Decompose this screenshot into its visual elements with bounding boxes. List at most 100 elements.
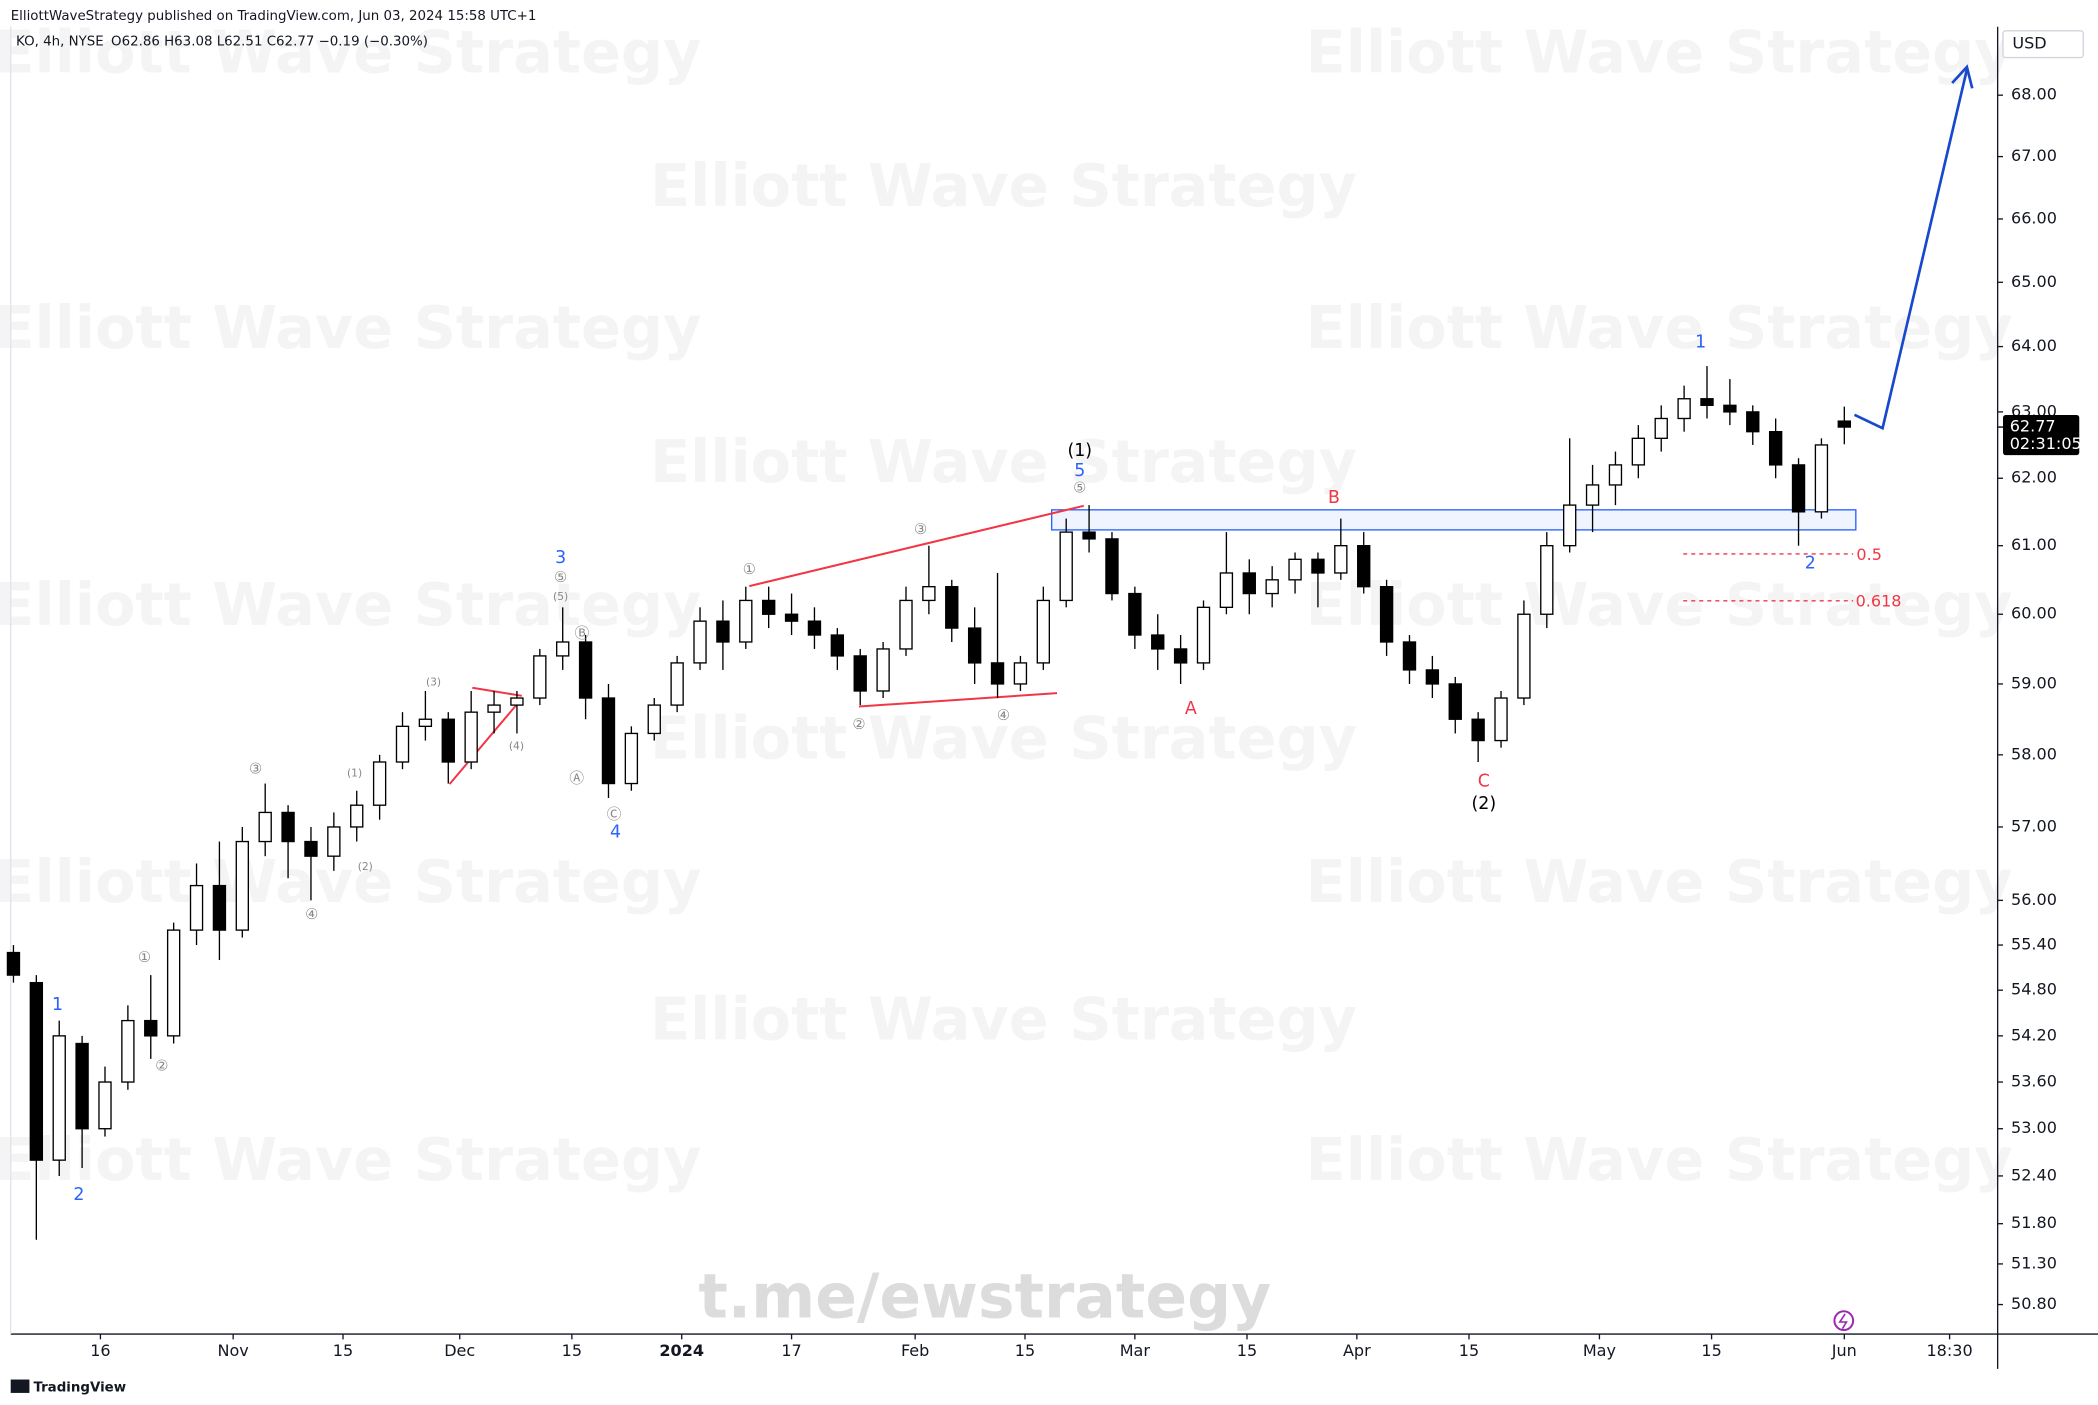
wave-label: 2 — [1805, 553, 1816, 573]
watermark: Elliott Wave Strategy — [650, 704, 1357, 773]
y-tick-label: 54.20 — [2011, 1025, 2057, 1044]
candle-body — [189, 884, 204, 931]
watermark: Elliott Wave Strategy — [1306, 293, 2013, 362]
watermark: Elliott Wave Strategy — [650, 427, 1357, 496]
candle-body — [1334, 545, 1348, 574]
candle-body — [1723, 404, 1737, 413]
triangle-line — [472, 686, 522, 697]
y-tick-label: 64.00 — [2011, 336, 2057, 355]
candle-body — [647, 704, 661, 735]
candle-body — [395, 725, 410, 763]
y-tick-label: 51.30 — [2011, 1253, 2057, 1272]
x-tick-label: 15 — [1015, 1341, 1035, 1360]
wave-label: B — [1328, 488, 1340, 508]
candle-body — [487, 704, 501, 713]
wave-label: (2) — [1472, 794, 1497, 814]
wave-label: (5) — [553, 590, 568, 603]
candle-body — [945, 586, 959, 629]
x-tick-label: Jun — [1831, 1341, 1857, 1360]
candle-body — [1082, 531, 1096, 540]
candle-body — [1654, 417, 1668, 439]
wave-label: (1) — [347, 766, 362, 779]
candle-body — [29, 981, 44, 1161]
trend-line — [858, 692, 1058, 708]
brand-logo — [10, 1379, 30, 1393]
x-tick-label: May — [1583, 1341, 1617, 1360]
candle-body — [1151, 634, 1165, 650]
trend-line — [749, 504, 1085, 588]
y-tick-label: 61.00 — [2011, 535, 2057, 554]
currency-box[interactable] — [2002, 30, 2084, 59]
candle-body — [1700, 398, 1714, 406]
wave-label: Ⓑ — [575, 625, 590, 642]
wave-label: (3) — [426, 675, 441, 688]
y-tick-label: 55.40 — [2011, 935, 2057, 954]
support-zone — [1051, 509, 1857, 531]
y-tick-label: 62.00 — [2011, 468, 2057, 487]
currency: USD — [2012, 34, 2046, 53]
x-tick-label: 18:30 — [1926, 1341, 1972, 1360]
candle-body — [922, 586, 936, 602]
candle-body — [52, 1035, 66, 1161]
wave-label: ⑤ — [1073, 479, 1086, 496]
candle-body — [1128, 592, 1142, 636]
wave-label: (2) — [358, 860, 373, 873]
wave-label: 4 — [610, 822, 621, 842]
candle-body — [1585, 484, 1600, 506]
candle-body — [144, 1019, 158, 1037]
x-tick-label: 17 — [781, 1341, 801, 1360]
y-tick-label: 53.00 — [2011, 1118, 2057, 1137]
watermark: Elliott Wave Strategy — [0, 293, 701, 362]
x-tick-label: 15 — [333, 1341, 353, 1360]
y-tick-label: 66.00 — [2011, 208, 2057, 227]
candle-body — [1814, 444, 1829, 513]
last-price-box — [2003, 415, 2080, 456]
watermark: Elliott Wave Strategy — [1306, 847, 2013, 916]
axes: 50.80 51.30 51.80 52.40 53.00 53.60 54.20 54.80… — [90, 85, 2082, 1360]
wave-label: 5 — [1074, 461, 1085, 481]
candle-body — [1059, 531, 1073, 602]
y-tick-label: 57.00 — [2011, 816, 2057, 835]
x-tick-label: 15 — [1459, 1341, 1479, 1360]
wave-label: ⑤ — [554, 569, 567, 586]
candle-body — [556, 641, 570, 657]
watermark: Elliott Wave Strategy — [0, 570, 701, 639]
candle-body — [1837, 420, 1852, 428]
wave-label: Ⓒ — [607, 806, 622, 823]
wave-label: (4) — [509, 740, 524, 753]
replay-icon[interactable] — [1833, 1310, 1855, 1332]
watermark: Elliott Wave Strategy — [650, 985, 1357, 1054]
wave-label: 3 — [555, 548, 566, 568]
watermark: Elliott Wave Strategy — [0, 17, 701, 86]
candle-body — [1746, 411, 1760, 433]
y-tick-label: 60.00 — [2011, 604, 2057, 623]
candle-body — [1173, 648, 1188, 664]
candle-body — [990, 662, 1005, 685]
candle-body — [1265, 579, 1279, 595]
wave-label: 1 — [1695, 333, 1706, 353]
wave-label: C — [1478, 771, 1490, 791]
wave-label: ④ — [305, 906, 318, 923]
x-tick-label: 15 — [562, 1341, 582, 1360]
projection-path — [1853, 69, 1969, 431]
candle-body — [1288, 558, 1302, 581]
candle-body — [1631, 437, 1646, 466]
candle-body — [1311, 558, 1325, 574]
y-tick-label: 50.80 — [2011, 1294, 2057, 1313]
x-tick-label: Apr — [1343, 1341, 1371, 1360]
annotations: 12①②③④(1)(2)(3)(4)3⑤(5)ⒷⒶⒸ4①②③④(1)5⑤ABC(… — [52, 333, 1902, 1205]
candle-body — [441, 718, 455, 763]
candle-body — [1562, 504, 1577, 547]
projection-arrowhead — [1951, 64, 1974, 89]
candle-body — [853, 655, 867, 692]
candle-body — [1357, 545, 1371, 588]
candle-body — [350, 804, 364, 828]
candle-body — [1105, 538, 1119, 595]
candle-body — [1242, 572, 1256, 595]
x-tick-label: 15 — [1701, 1341, 1721, 1360]
x-tick-label: Feb — [901, 1341, 929, 1360]
watermark: Elliott Wave Strategy — [0, 847, 701, 916]
candle-body — [533, 655, 547, 699]
published-note: ElliottWaveStrategy published on Trading… — [11, 9, 537, 24]
y-tick-label: 56.00 — [2011, 890, 2057, 909]
